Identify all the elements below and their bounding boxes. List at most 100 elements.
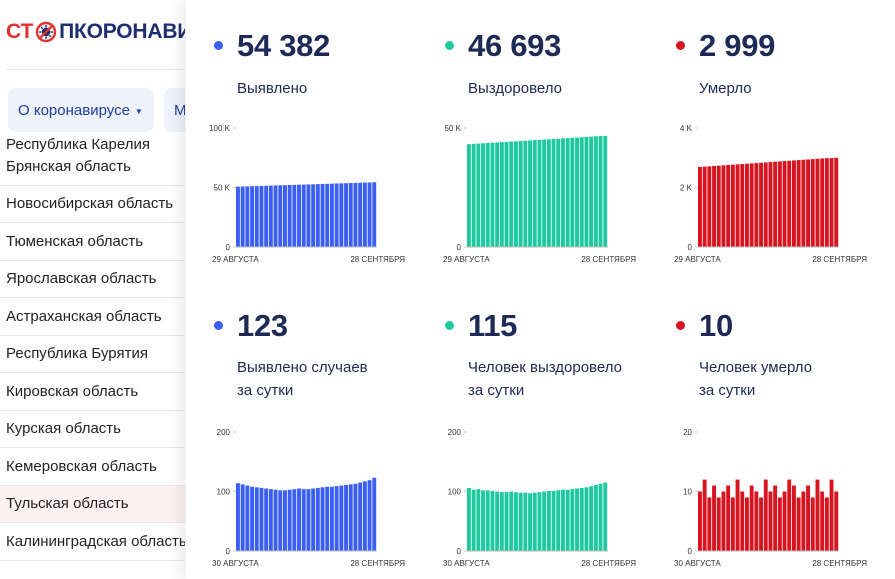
y-tick-label: 0 xyxy=(688,547,693,556)
bar xyxy=(509,491,514,551)
bar xyxy=(358,182,363,247)
y-tick-label: 100 xyxy=(217,488,231,497)
bar xyxy=(565,489,570,551)
recovered-daily-label-line1: Человек выздоровело xyxy=(468,359,622,376)
bar xyxy=(320,487,325,551)
bar xyxy=(570,137,575,247)
region-item[interactable]: Тюменская область xyxy=(0,223,185,261)
bar xyxy=(362,182,367,247)
bar xyxy=(815,158,820,247)
region-item[interactable]: Новосибирская область xyxy=(0,186,185,223)
bar xyxy=(250,186,254,247)
bar xyxy=(287,489,292,551)
bar xyxy=(542,139,547,247)
deaths-daily-label: Человек умерло за сутки xyxy=(699,356,812,402)
x-start-label: 30 АВГУСТА xyxy=(674,559,721,568)
bar xyxy=(777,497,782,551)
bar xyxy=(579,137,584,247)
region-item[interactable]: Ярославская область xyxy=(0,261,185,298)
bar xyxy=(485,143,490,247)
region-item[interactable]: Курская область xyxy=(0,411,185,448)
confirmed-total-value: 54 382 xyxy=(237,28,331,63)
deaths-total-chart: 0 2 K 4 K 29 АВГУСТА 28 СЕНТЯБРЯ xyxy=(674,124,867,264)
bar xyxy=(236,483,240,551)
stats-panel: 54 382 Выявлено 0 50 K 100 K 29 АВГУСТА 28 С… xyxy=(186,0,895,579)
bar xyxy=(528,140,532,247)
bar xyxy=(245,485,250,551)
bar xyxy=(782,491,787,551)
bar xyxy=(514,492,518,551)
bar xyxy=(561,138,565,247)
bar xyxy=(476,489,481,551)
bar xyxy=(471,489,476,551)
bar xyxy=(471,143,476,247)
bar xyxy=(598,136,603,247)
region-item[interactable]: Кировская область xyxy=(0,373,185,411)
bar xyxy=(829,158,834,247)
x-end-label: 28 СЕНТЯБРЯ xyxy=(350,559,405,568)
bar xyxy=(787,479,792,551)
nav-about-dropdown[interactable]: О коронавирусе ▼ xyxy=(8,88,154,132)
region-item[interactable]: Кемеровская область xyxy=(0,448,185,486)
bar xyxy=(362,481,367,551)
bar xyxy=(283,185,287,247)
bar xyxy=(348,183,353,247)
bar xyxy=(589,136,594,247)
bar xyxy=(481,143,485,247)
bar xyxy=(495,491,500,551)
bar xyxy=(759,497,763,551)
bar xyxy=(476,143,481,247)
bar xyxy=(518,492,523,551)
confirmed-total-chart: 0 50 K 100 K 29 АВГУСТА 28 СЕНТЯБРЯ xyxy=(209,124,405,264)
card-confirmed-total: 54 382 Выявлено 0 50 K 100 K 29 АВГУСТА 28 С… xyxy=(186,0,416,280)
region-item[interactable]: Астраханская область xyxy=(0,298,185,336)
bar xyxy=(707,497,712,551)
bar xyxy=(481,490,485,551)
bar xyxy=(768,491,773,551)
bar xyxy=(834,157,839,247)
bar xyxy=(240,186,245,247)
region-item[interactable]: Брянская область xyxy=(0,148,185,186)
bar xyxy=(792,160,796,247)
x-start-label: 29 АВГУСТА xyxy=(212,255,259,264)
bar xyxy=(348,484,353,551)
bar xyxy=(372,477,377,551)
bar xyxy=(283,490,287,551)
bar xyxy=(820,491,825,551)
region-partial-label: Республика Карелия xyxy=(6,136,150,153)
region-item[interactable]: Республика Бурятия xyxy=(0,336,185,373)
bar xyxy=(749,485,754,551)
logo-text-right: ПКОРОНАВИ xyxy=(59,20,185,43)
y-tick-label: 0 xyxy=(457,547,462,556)
confirmed-dot xyxy=(214,41,223,50)
bar xyxy=(561,489,565,551)
bar xyxy=(514,141,518,247)
bar xyxy=(306,184,311,247)
bar xyxy=(820,158,825,247)
region-item-partial[interactable]: Республика Карелия xyxy=(0,134,185,153)
bar xyxy=(584,136,589,247)
deaths-daily-value: 10 xyxy=(699,308,733,343)
site-logo[interactable]: СТ ПКОРОНАВИ xyxy=(6,16,185,48)
bar xyxy=(829,479,834,551)
bar xyxy=(523,492,528,551)
nav-second-item[interactable]: М xyxy=(164,88,185,132)
bar xyxy=(250,486,254,551)
bar xyxy=(801,491,806,551)
bar xyxy=(603,135,608,247)
x-end-label: 28 СЕНТЯБРЯ xyxy=(812,255,867,264)
card-recovered-daily: 115 Человек выздоровело за сутки 0 100 200… xyxy=(417,280,647,579)
bar xyxy=(754,163,759,247)
region-item-selected[interactable]: Тульская область xyxy=(0,485,185,523)
recovered-total-chart: 0 50 K 29 АВГУСТА 28 СЕНТЯБРЯ xyxy=(443,124,636,264)
bar xyxy=(240,484,245,551)
region-item[interactable]: Калининградская область xyxy=(0,523,185,561)
virus-icon xyxy=(35,21,57,43)
bar xyxy=(702,166,707,247)
bar xyxy=(698,166,702,247)
bar xyxy=(264,185,269,247)
bar xyxy=(325,183,330,247)
bar xyxy=(721,165,726,247)
y-tick-label: 200 xyxy=(217,428,231,437)
x-start-label: 30 АВГУСТА xyxy=(212,559,259,568)
